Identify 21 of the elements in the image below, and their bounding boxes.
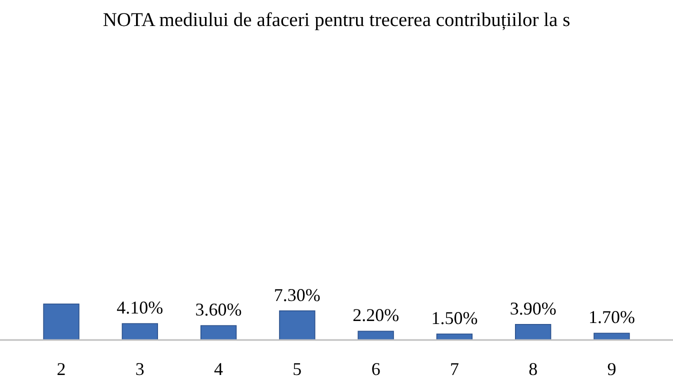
x-tick-label: 5 (292, 359, 302, 379)
x-tick-label: 8 (528, 359, 538, 379)
x-tick-label: 4 (214, 359, 224, 379)
x-tick-label: 6 (371, 359, 380, 379)
x-tick-label: 2 (56, 359, 66, 379)
bar (122, 323, 158, 340)
x-tick-label: 3 (135, 359, 144, 379)
data-label: 4.10% (116, 298, 164, 318)
x-tick-label: 9 (607, 359, 616, 379)
chart-title: NOTA mediului de afaceri pentru trecerea contribuțiilor la s (102, 10, 570, 31)
data-label: 7.30% (274, 284, 320, 305)
bar (279, 310, 316, 340)
data-label: 3.90% (510, 298, 556, 318)
bar (514, 324, 552, 340)
data-label: 1.70% (588, 307, 635, 328)
bar (43, 304, 80, 340)
x-tick-label: 7 (450, 359, 459, 379)
data-label: 3.60% (195, 300, 242, 320)
data-label: 2.20% (352, 305, 400, 326)
bar (200, 325, 237, 340)
data-label: 1.50% (431, 308, 478, 328)
